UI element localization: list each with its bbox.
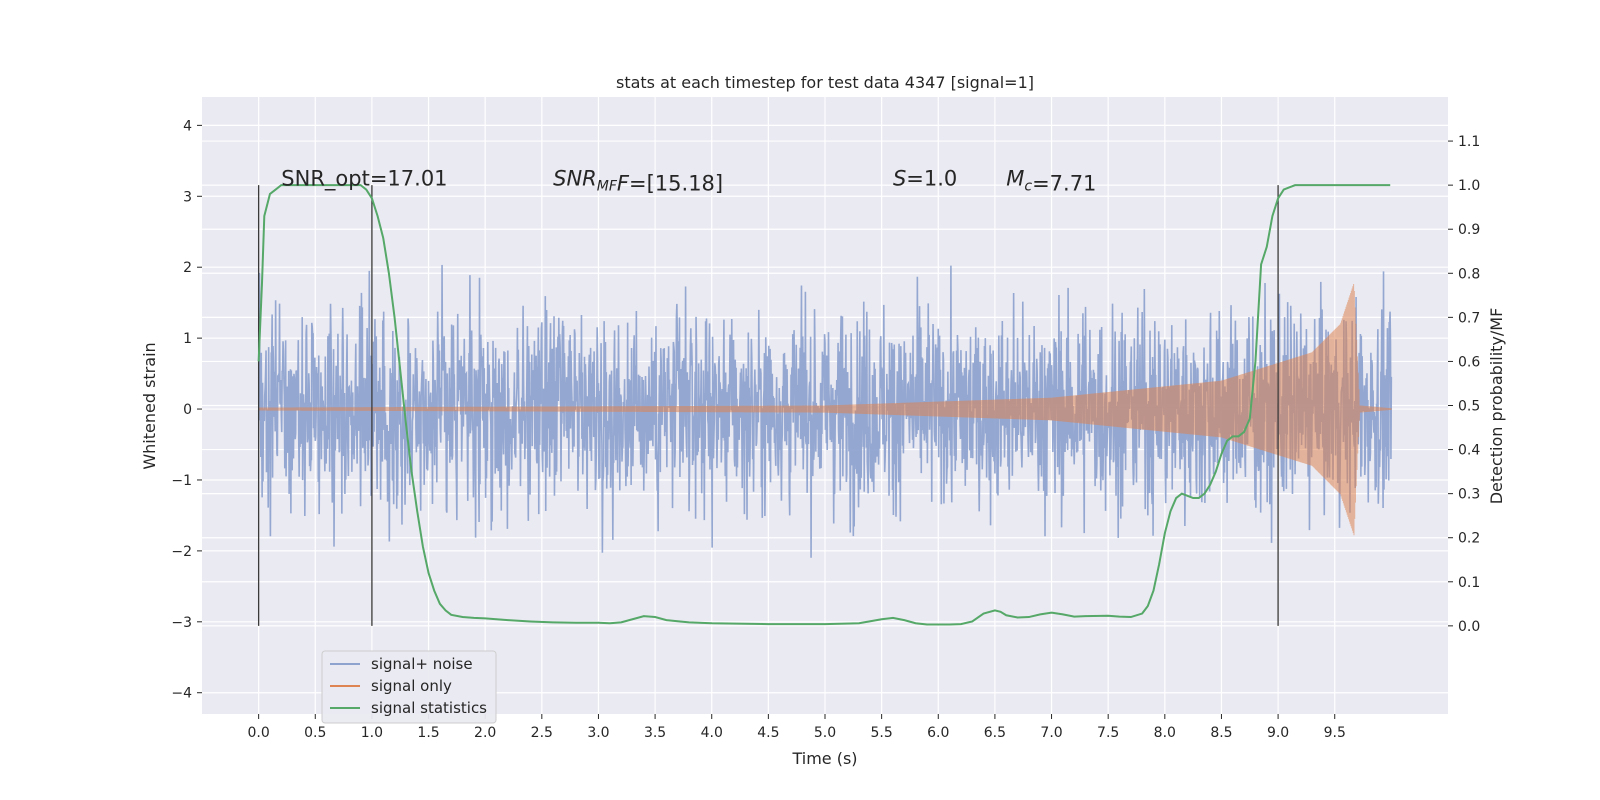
x-tick-label: 0.5 <box>304 725 326 741</box>
x-tick-label: 2.0 <box>474 725 496 741</box>
x-tick-label: 4.5 <box>757 725 779 741</box>
x-axis-ticks: 0.0 0.5 1.0 1.5 2.0 2.5 3.0 3.5 4.0 4.5 5.0 5.5 6.0 6… <box>248 714 1346 741</box>
x-tick-label: 8.0 <box>1154 725 1176 741</box>
y-right-tick-label: 0.8 <box>1458 266 1480 282</box>
x-tick-label: 7.5 <box>1097 725 1119 741</box>
series-signal-only <box>258 283 1392 536</box>
y-right-tick-label: 0.7 <box>1458 310 1480 326</box>
y-tick-label: −3 <box>171 615 192 631</box>
x-tick-label: 9.5 <box>1324 725 1346 741</box>
y-tick-label: −4 <box>171 686 192 702</box>
y-tick-label: −1 <box>171 473 192 489</box>
y-axis-right-ticks: 0.0 0.1 0.2 0.3 0.4 0.5 0.6 0.7 0.8 0.9 1.0 1.1 <box>1448 134 1480 635</box>
annotations: SNR_opt=17.01 SNRMFF=[15.18] S=1.0 Mc=7.71 <box>281 167 1096 196</box>
y-tick-label: 1 <box>183 331 192 347</box>
y-right-tick-label: 1.0 <box>1458 178 1480 194</box>
y-tick-label: 2 <box>183 260 192 276</box>
y-tick-label: 3 <box>183 189 192 205</box>
x-tick-label: 2.5 <box>531 725 553 741</box>
x-tick-label: 3.0 <box>587 725 609 741</box>
series-signal-noise <box>257 264 1393 558</box>
y-right-tick-label: 1.1 <box>1458 134 1480 150</box>
y-right-tick-label: 0.1 <box>1458 575 1480 591</box>
x-tick-label: 5.0 <box>814 725 836 741</box>
legend-label-signal: signal only <box>371 677 452 695</box>
x-tick-label: 6.0 <box>927 725 949 741</box>
x-tick-label: 8.5 <box>1210 725 1232 741</box>
y-axis-ticks: −4 −3 −2 −1 0 1 2 3 4 <box>171 118 202 702</box>
x-tick-label: 6.5 <box>984 725 1006 741</box>
y-axis-label: Whitened strain <box>140 342 159 469</box>
x-tick-label: 0.0 <box>248 725 270 741</box>
x-tick-label: 1.0 <box>361 725 383 741</box>
annotation-snr-opt: SNR_opt=17.01 <box>281 167 447 192</box>
plot-layer <box>257 184 1393 626</box>
annotation-mc-value: Mc=7.71 <box>1006 167 1096 196</box>
x-tick-label: 4.0 <box>701 725 723 741</box>
x-tick-label: 1.5 <box>417 725 439 741</box>
y-right-tick-label: 0.9 <box>1458 222 1480 238</box>
x-axis-label: Time (s) <box>791 749 857 768</box>
x-tick-label: 9.0 <box>1267 725 1289 741</box>
y-right-tick-label: 0.2 <box>1458 531 1480 547</box>
y-right-tick-label: 0.0 <box>1458 619 1480 635</box>
annotation-snr-mf: SNRMFF=[15.18] <box>553 167 723 196</box>
x-tick-label: 3.5 <box>644 725 666 741</box>
legend-box <box>321 650 497 724</box>
y-tick-label: 4 <box>183 118 192 134</box>
y-right-tick-label: 0.5 <box>1458 399 1480 415</box>
series-signal-statistics <box>257 184 1391 626</box>
y-right-tick-label: 0.4 <box>1458 443 1480 459</box>
y-right-tick-label: 0.6 <box>1458 354 1480 370</box>
legend-label-statistics: signal statistics <box>371 699 487 717</box>
y-axis-right-label: Detection probability/MF <box>1487 308 1506 505</box>
chart-title: stats at each timestep for test data 434… <box>616 73 1034 92</box>
y-right-tick-label: 0.3 <box>1458 487 1480 503</box>
annotation-s-value: S=1.0 <box>893 167 957 191</box>
y-tick-label: −2 <box>171 544 192 560</box>
y-tick-label: 0 <box>183 402 192 418</box>
legend-label-noise: signal+ noise <box>371 655 473 673</box>
x-tick-label: 5.5 <box>871 725 893 741</box>
legend: signal+ noise signal only signal statist… <box>321 650 497 724</box>
x-tick-label: 7.0 <box>1040 725 1062 741</box>
